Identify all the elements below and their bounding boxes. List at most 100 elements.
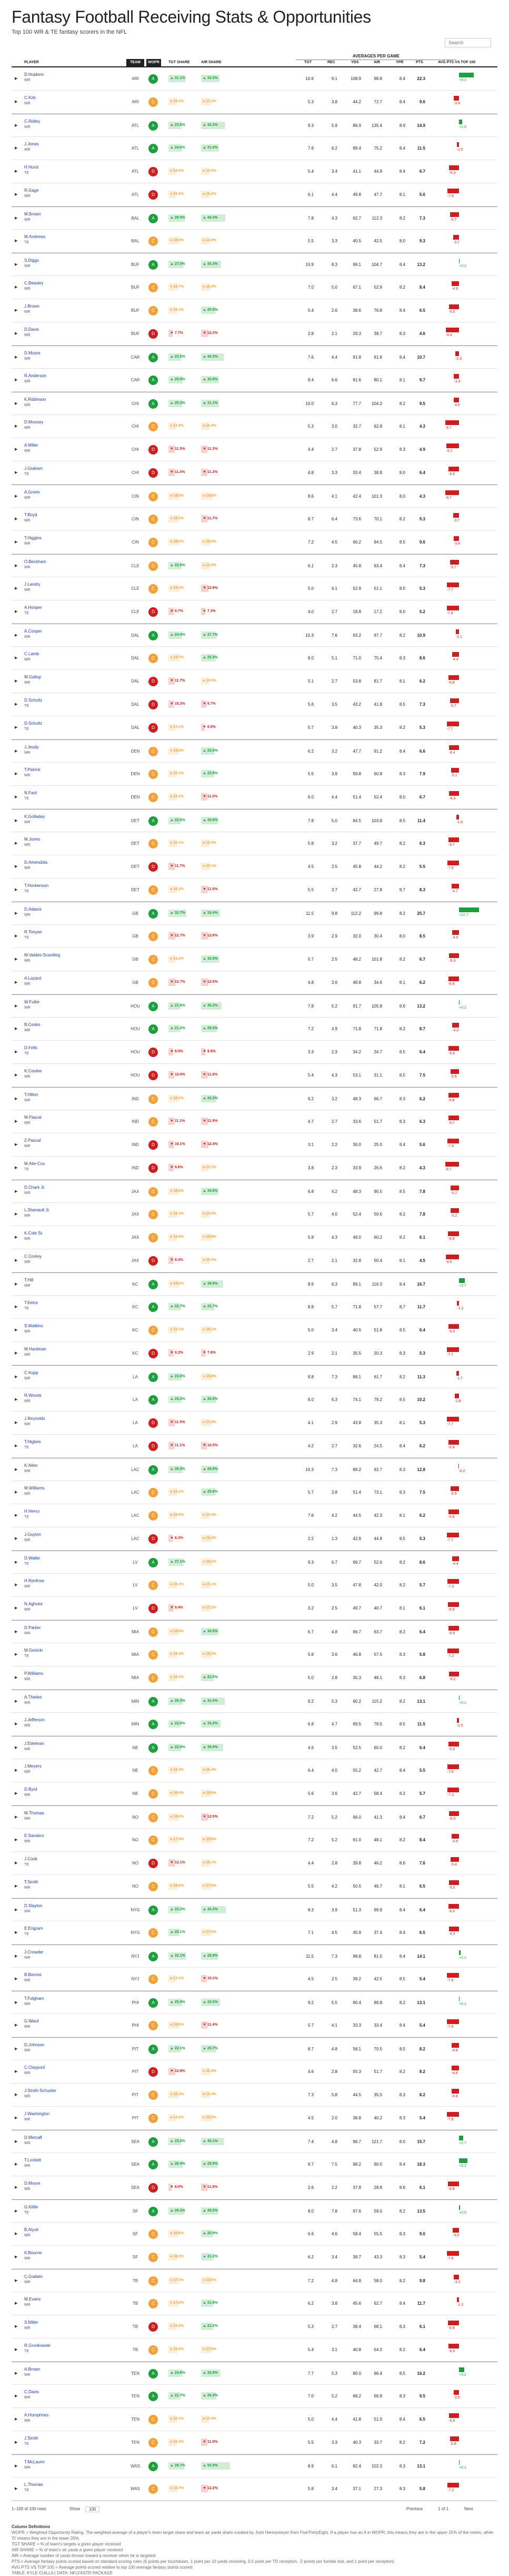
player-name[interactable]: D.Moore [24, 351, 41, 356]
player-name[interactable]: C.Kirk [24, 95, 36, 100]
expand-row-icon[interactable]: ▶ [15, 1133, 17, 1157]
player-name[interactable]: G.Kittle [24, 2205, 38, 2209]
expand-row-icon[interactable]: ▶ [15, 1041, 17, 1064]
player-name[interactable]: T.Higgins [24, 536, 42, 540]
expand-row-icon[interactable]: ▶ [15, 369, 17, 392]
expand-row-icon[interactable]: ▶ [15, 902, 17, 925]
player-name[interactable]: T.Kelce [24, 1300, 38, 1305]
expand-row-icon[interactable]: ▶ [15, 948, 17, 971]
player-name[interactable]: L.Shenault Jr. [24, 1208, 50, 1212]
prev-button[interactable]: Previous [406, 2506, 423, 2511]
expand-row-icon[interactable]: ▶ [15, 1110, 17, 1133]
expand-row-icon[interactable]: ▶ [15, 600, 17, 624]
expand-row-icon[interactable]: ▶ [15, 1551, 17, 1574]
expand-row-icon[interactable]: ▶ [15, 1991, 17, 2015]
player-name[interactable]: B.Cooks [24, 1022, 40, 1027]
player-name[interactable]: J.Smith-Schuster [24, 2088, 56, 2093]
player-name[interactable]: C.Davis [24, 2390, 39, 2394]
expand-row-icon[interactable]: ▶ [15, 2455, 17, 2478]
player-name[interactable]: O.Beckham [24, 559, 46, 564]
expand-row-icon[interactable]: ▶ [15, 2107, 17, 2130]
expand-row-icon[interactable]: ▶ [15, 2338, 17, 2362]
player-name[interactable]: C.Godwin [24, 2274, 43, 2279]
player-name[interactable]: M.Evans [24, 2297, 41, 2302]
expand-row-icon[interactable]: ▶ [15, 2153, 17, 2176]
player-name[interactable]: T.McLaurin [24, 2460, 45, 2464]
expand-row-icon[interactable]: ▶ [15, 2292, 17, 2315]
expand-row-icon[interactable]: ▶ [15, 1366, 17, 1389]
expand-row-icon[interactable]: ▶ [15, 1412, 17, 1435]
expand-row-icon[interactable]: ▶ [15, 763, 17, 786]
player-name[interactable]: D.Davis [24, 327, 39, 332]
player-name[interactable]: T.Fulgham [24, 1996, 44, 2001]
player-name[interactable]: T.Higbee [24, 1439, 41, 1444]
expand-row-icon[interactable]: ▶ [15, 971, 17, 994]
col-tgt-share[interactable]: TGT SHARE [168, 59, 189, 66]
expand-row-icon[interactable]: ▶ [15, 693, 17, 716]
player-cell[interactable]: L.Shenault Jr.WR [24, 1207, 50, 1219]
expand-row-icon[interactable]: ▶ [15, 531, 17, 554]
expand-row-icon[interactable]: ▶ [15, 299, 17, 322]
search-input[interactable] [445, 38, 491, 47]
expand-row-icon[interactable]: ▶ [15, 1829, 17, 1852]
expand-row-icon[interactable]: ▶ [15, 230, 17, 253]
expand-row-icon[interactable]: ▶ [15, 1296, 17, 1319]
expand-row-icon[interactable]: ▶ [15, 2431, 17, 2454]
expand-row-icon[interactable]: ▶ [15, 716, 17, 739]
col-wopr[interactable]: WOPR [146, 59, 161, 66]
player-name[interactable]: J.Landry [24, 582, 41, 587]
expand-row-icon[interactable]: ▶ [15, 461, 17, 485]
player-name[interactable]: T.Smith [24, 1880, 38, 1884]
expand-row-icon[interactable]: ▶ [15, 438, 17, 461]
player-name[interactable]: D.Schultz [24, 698, 42, 703]
expand-row-icon[interactable]: ▶ [15, 624, 17, 647]
player-name[interactable]: H.Renfrow [24, 1578, 44, 1583]
player-name[interactable]: M.Alie-Cox [24, 1161, 45, 1166]
expand-row-icon[interactable]: ▶ [15, 2478, 17, 2501]
expand-row-icon[interactable]: ▶ [15, 392, 17, 416]
expand-row-icon[interactable]: ▶ [15, 1157, 17, 1180]
expand-row-icon[interactable]: ▶ [15, 2038, 17, 2061]
expand-row-icon[interactable]: ▶ [15, 1319, 17, 1342]
player-name[interactable]: K.Golladay [24, 814, 45, 819]
expand-row-icon[interactable]: ▶ [15, 810, 17, 833]
player-cell[interactable]: K.Cole Sr.WR [24, 1230, 43, 1242]
player-name[interactable]: A.Green [24, 490, 40, 495]
player-name[interactable]: R.Gage [24, 188, 39, 193]
expand-row-icon[interactable]: ▶ [15, 2315, 17, 2338]
expand-row-icon[interactable]: ▶ [15, 1621, 17, 1644]
col-pts[interactable]: PTS [416, 59, 423, 66]
expand-row-icon[interactable]: ▶ [15, 415, 17, 438]
expand-row-icon[interactable]: ▶ [15, 2200, 17, 2223]
expand-row-icon[interactable]: ▶ [15, 1852, 17, 1875]
player-name[interactable]: A.Cooper [24, 629, 42, 634]
expand-row-icon[interactable]: ▶ [15, 2130, 17, 2154]
player-name[interactable]: J.Brown [24, 304, 39, 309]
player-name[interactable]: D.Adams [24, 907, 42, 912]
